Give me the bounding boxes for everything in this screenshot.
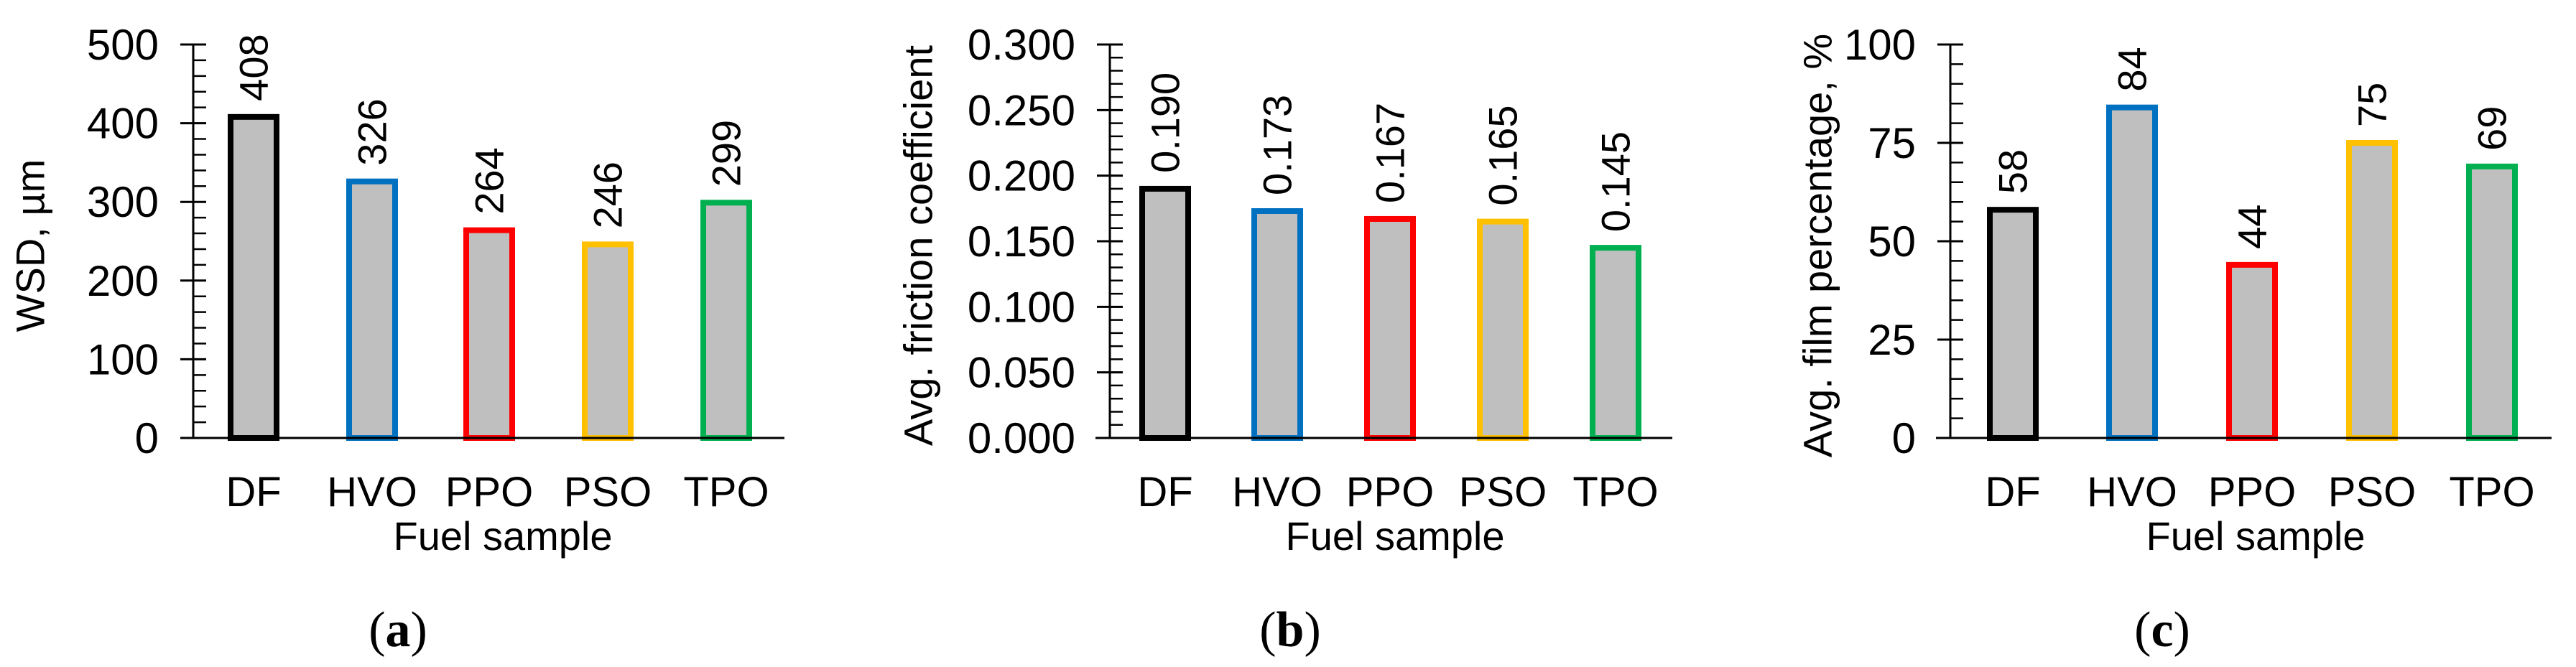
panel-letter: b (1277, 602, 1305, 658)
y-axis-label: WSD, µm (8, 159, 53, 332)
data-label-pso: 75 (2350, 83, 2395, 127)
bar-tpo (1590, 245, 1641, 441)
bar-pso (582, 241, 634, 441)
data-label-pso: 0.165 (1481, 105, 1526, 205)
panel-label: (b) (1259, 602, 1321, 658)
bar-ppo (1364, 215, 1416, 441)
bar-hvo (1251, 207, 1303, 441)
x-tick-label: HVO (1232, 469, 1322, 516)
x-axis-label: Fuel sample (2146, 513, 2365, 559)
x-tick-label: DF (1137, 469, 1192, 516)
bar-ppo (463, 227, 515, 441)
bar-df (1139, 185, 1191, 441)
x-tick-label: PPO (445, 469, 534, 516)
y-tick-label: 0 (135, 414, 159, 462)
x-axis-label: Fuel sample (393, 513, 612, 559)
x-tick-label: TPO (1572, 469, 1658, 516)
data-label-df: 408 (231, 34, 277, 101)
bar-tpo (700, 200, 752, 441)
data-label-df: 0.190 (1143, 73, 1188, 173)
y-tick-label: 0.000 (968, 414, 1075, 462)
x-tick-label: HVO (2087, 469, 2177, 516)
bar-pso (2346, 140, 2398, 441)
bar-ppo (2226, 261, 2278, 441)
x-tick-label: PPO (1346, 469, 1435, 516)
x-tick-label: PSO (564, 469, 652, 516)
y-tick-label: 500 (87, 21, 159, 69)
y-tick-label: 0.250 (968, 86, 1075, 134)
x-axis-label: Fuel sample (1285, 513, 1504, 559)
y-tick-label: 100 (87, 335, 159, 383)
data-label-ppo: 44 (2230, 205, 2275, 249)
data-label-hvo: 326 (350, 98, 395, 165)
y-tick-label: 50 (1868, 218, 1916, 266)
bar-tpo (2466, 163, 2518, 441)
panel-label: (c) (2134, 602, 2190, 658)
data-label-hvo: 84 (2110, 47, 2155, 91)
y-tick-label: 0.100 (968, 283, 1075, 331)
data-label-tpo: 0.145 (1593, 131, 1639, 232)
x-tick-label: DF (1985, 469, 2040, 516)
x-tick-label: PPO (2208, 469, 2297, 516)
y-tick-label: 0.050 (968, 349, 1075, 397)
x-tick-label: PSO (2328, 469, 2417, 516)
bar-pso (1477, 218, 1529, 441)
y-tick-label: 300 (87, 178, 159, 226)
x-tick-label: HVO (327, 469, 417, 516)
y-tick-label: 0.300 (968, 21, 1075, 69)
y-tick-label: 0.150 (968, 218, 1075, 266)
bar-hvo (346, 178, 398, 441)
chart-panel-a: 408 DF 326 HVO 264 PPO 246 PSO 299 TPO 0 100 200 300 4… (8, 21, 784, 658)
bar-df (228, 113, 279, 441)
x-tick-label: DF (226, 469, 281, 516)
bar-hvo (2106, 104, 2158, 441)
y-axis-label: Avg. friction coefficient (896, 45, 941, 446)
data-label-tpo: 69 (2470, 106, 2515, 151)
y-tick-label: 0.200 (968, 152, 1075, 200)
y-tick-label: 400 (87, 100, 159, 148)
data-label-hvo: 0.173 (1255, 95, 1300, 195)
data-label-df: 58 (1991, 149, 2036, 194)
y-tick-label: 75 (1868, 119, 1916, 167)
y-tick-label: 100 (1844, 21, 1916, 69)
chart-panel-b: 0.190 DF 0.173 HVO 0.167 PPO 0.165 PSO 0.145 TPO 0… (896, 21, 1672, 658)
y-tick-label: 25 (1868, 316, 1916, 364)
panel-label: (a) (369, 602, 427, 658)
panel-letter: a (386, 602, 411, 658)
data-label-pso: 246 (585, 162, 631, 228)
data-label-ppo: 264 (467, 147, 512, 214)
y-tick-label: 0 (1892, 414, 1916, 462)
data-label-tpo: 299 (704, 120, 749, 187)
panel-letter: c (2151, 602, 2173, 658)
x-tick-label: PSO (1459, 469, 1547, 516)
y-axis-label: Avg. film percentage, % (1795, 34, 1840, 457)
x-tick-label: TPO (683, 469, 769, 516)
x-tick-label: TPO (2449, 469, 2534, 516)
bar-df (1987, 207, 2039, 441)
data-label-ppo: 0.167 (1368, 103, 1413, 203)
y-tick-label: 200 (87, 257, 159, 305)
